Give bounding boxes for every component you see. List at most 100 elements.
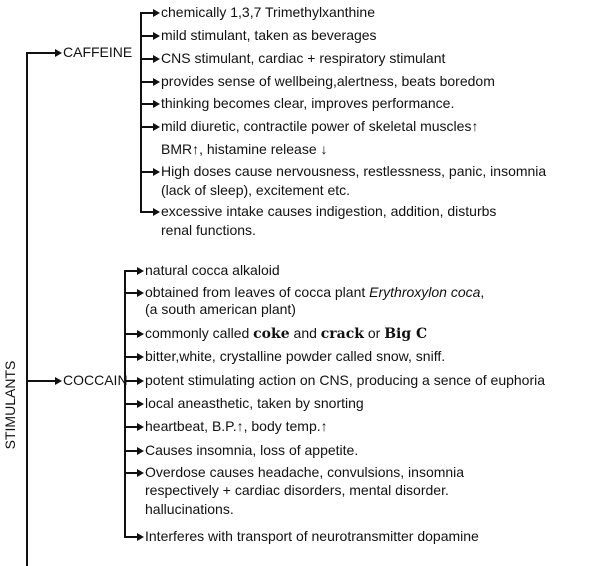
arrow-icon: [137, 423, 144, 431]
arrow-icon: [137, 267, 144, 275]
arrow-icon: [137, 289, 144, 297]
text-segment: High doses cause nervousness, restlessne…: [161, 163, 547, 179]
text-segment: mild diuretic, contractile power of skel…: [161, 118, 479, 134]
list-item-line: potent stimulating action on CNS, produc…: [145, 372, 545, 388]
root-label: STIMULANTS: [2, 360, 18, 450]
list-item-line: (lack of sleep), excitement etc.: [161, 182, 350, 198]
text-segment: (lack of sleep), excitement etc.: [161, 182, 351, 198]
list-item-line: BMR↑, histamine release ↓: [161, 141, 328, 157]
item-connector: [140, 103, 154, 105]
arrow-icon: [137, 469, 144, 477]
item-connector: [140, 126, 154, 128]
text-segment: local aneasthetic, taken by snorting: [145, 395, 364, 411]
item-connector: [124, 472, 138, 474]
arrow-icon: [153, 32, 160, 40]
arrow-icon: [137, 353, 144, 361]
text-segment: respectively + cardiac disorders, mental…: [145, 482, 449, 498]
list-item-line: mild stimulant, taken as beverages: [161, 27, 377, 43]
list-item-line: (a south american plant): [145, 301, 296, 317]
text-segment: CNS stimulant, cardiac + respiratory sti…: [161, 50, 446, 66]
bold-term: Big C: [384, 326, 428, 342]
text-segment: obtained from leaves of cocca plant: [145, 284, 370, 300]
branch-connector: [26, 52, 56, 54]
list-item-line: natural cocca alkaloid: [145, 262, 280, 278]
text-segment: Causes insomnia, loss of appetite.: [145, 442, 359, 458]
branch-label-caffeine: CAFFEINE: [63, 44, 133, 60]
list-item-line: Interferes with transport of neurotransm…: [145, 528, 479, 544]
arrow-icon: [137, 377, 144, 385]
arrow-icon: [153, 78, 160, 86]
bracket-line: [140, 12, 142, 212]
list-item-line: provides sense of wellbeing,alertness, b…: [161, 73, 495, 89]
arrow-icon: [137, 400, 144, 408]
arrow-icon: [153, 168, 160, 176]
arrow-icon: [153, 55, 160, 63]
list-item-line: thinking becomes clear, improves perform…: [161, 95, 454, 111]
item-connector: [124, 426, 138, 428]
text-segment: hallucinations.: [145, 501, 234, 517]
list-item-line: High doses cause nervousness, restlessne…: [161, 163, 546, 179]
item-connector: [124, 403, 138, 405]
item-connector: [140, 58, 154, 60]
item-connector: [140, 35, 154, 37]
list-item-line: renal functions.: [161, 222, 256, 238]
text-segment: bitter,white, crystalline powder called …: [145, 348, 446, 364]
text-segment: chemically 1,3,7 Trimethylxanthine: [161, 4, 375, 20]
list-item-line: bitter,white, crystalline powder called …: [145, 348, 445, 364]
list-item-line: heartbeat, B.P.↑, body temp.↑: [145, 418, 328, 434]
text-segment: and: [289, 325, 321, 341]
branch-connector: [26, 380, 56, 382]
italic-term: Erythroxylon coca: [369, 284, 481, 300]
arrow-icon: [55, 49, 62, 57]
list-item-line: commonly called coke and crack or Big C: [145, 325, 427, 342]
list-item-line: hallucinations.: [145, 501, 234, 517]
arrow-icon: [137, 533, 144, 541]
arrow-icon: [153, 208, 160, 216]
item-connector: [124, 333, 138, 335]
list-item-line: chemically 1,3,7 Trimethylxanthine: [161, 4, 375, 20]
list-item-line: mild diuretic, contractile power of skel…: [161, 118, 478, 134]
text-segment: mild stimulant, taken as beverages: [161, 27, 377, 43]
arrow-icon: [137, 330, 144, 338]
item-connector: [140, 81, 154, 83]
text-segment: renal functions.: [161, 222, 256, 238]
text-segment: Overdose causes headache, convulsions, i…: [145, 464, 465, 480]
item-connector: [124, 270, 138, 272]
text-segment: ,: [480, 284, 485, 300]
arrow-icon: [137, 447, 144, 455]
text-segment: BMR↑, histamine release ↓: [161, 141, 328, 157]
text-segment: heartbeat, B.P.↑, body temp.↑: [145, 418, 328, 434]
bold-term: coke: [253, 326, 290, 342]
branch-label-coccain: COCCAIN: [63, 372, 128, 388]
list-item-line: Overdose causes headache, convulsions, i…: [145, 464, 464, 480]
item-connector: [124, 380, 138, 382]
text-segment: thinking becomes clear, improves perform…: [161, 95, 455, 111]
root-connector: [26, 52, 28, 566]
arrow-icon: [153, 9, 160, 17]
text-segment: Interferes with transport of neurotransm…: [145, 528, 479, 544]
item-connector: [140, 171, 154, 173]
text-segment: potent stimulating action on CNS, produc…: [145, 372, 546, 388]
bold-term: crack: [320, 326, 364, 342]
list-item-line: excessive intake causes indigestion, add…: [161, 203, 496, 219]
list-item-line: Causes insomnia, loss of appetite.: [145, 442, 358, 458]
item-connector: [124, 536, 138, 538]
arrow-icon: [153, 123, 160, 131]
arrow-icon: [55, 377, 62, 385]
text-segment: or: [363, 325, 385, 341]
text-segment: commonly called: [145, 325, 254, 341]
item-connector: [124, 292, 138, 294]
text-segment: provides sense of wellbeing,alertness, b…: [161, 73, 495, 89]
arrow-icon: [153, 100, 160, 108]
list-item-line: CNS stimulant, cardiac + respiratory sti…: [161, 50, 445, 66]
list-item-line: local aneasthetic, taken by snorting: [145, 395, 364, 411]
item-connector: [124, 450, 138, 452]
item-connector: [124, 356, 138, 358]
text-segment: natural cocca alkaloid: [145, 262, 280, 278]
text-segment: (a south american plant): [145, 301, 296, 317]
list-item-line: obtained from leaves of cocca plant Eryt…: [145, 284, 484, 300]
item-connector: [140, 211, 154, 213]
item-connector: [140, 12, 154, 14]
text-segment: excessive intake causes indigestion, add…: [161, 203, 497, 219]
list-item-line: respectively + cardiac disorders, mental…: [145, 482, 449, 498]
